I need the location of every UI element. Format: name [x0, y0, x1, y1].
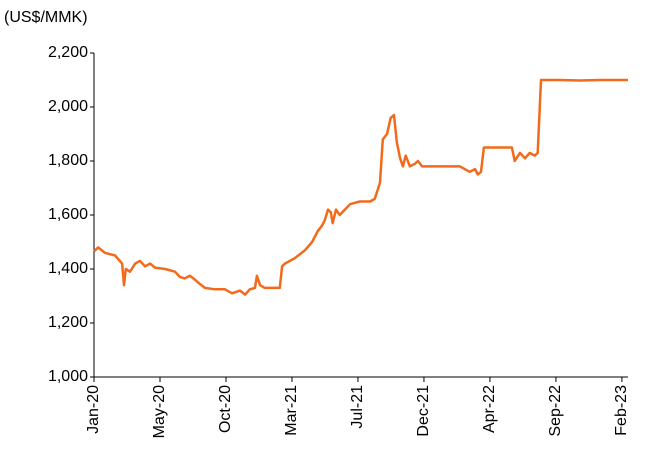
x-tick-label: Sep-22: [547, 385, 564, 437]
y-tick-label: 1,000: [48, 368, 88, 385]
y-tick-label: 1,200: [48, 314, 88, 331]
y-axis-label: (US$/MMK): [4, 9, 88, 26]
x-tick-label: Jan-20: [85, 385, 102, 434]
x-tick-label: Mar-21: [283, 385, 300, 436]
x-tick-label: Feb-23: [613, 385, 630, 436]
x-tick-label: Jul-21: [349, 385, 366, 429]
x-tick-label: Dec-21: [415, 385, 432, 437]
x-tick-label: Oct-20: [217, 385, 234, 433]
y-tick-label: 2,000: [48, 98, 88, 115]
line-series: [93, 78, 628, 296]
x-tick-label: Apr-22: [481, 385, 498, 433]
y-tick-label: 1,600: [48, 206, 88, 223]
y-tick-label: 2,200: [48, 44, 88, 61]
y-tick-label: 1,400: [48, 260, 88, 277]
x-tick-label: May-20: [151, 385, 168, 438]
y-tick-label: 1,800: [48, 152, 88, 169]
